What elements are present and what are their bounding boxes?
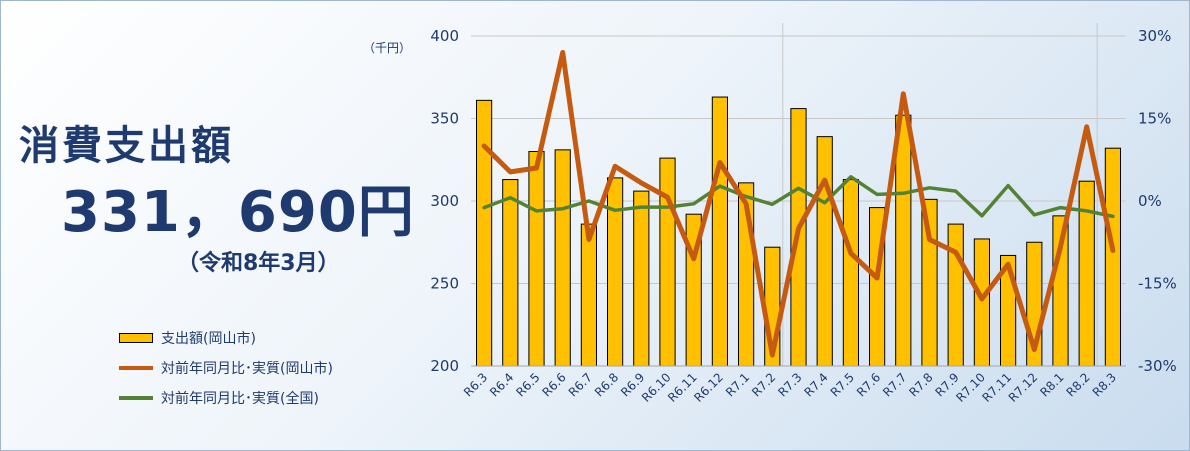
bar-R6.9 bbox=[633, 190, 650, 367]
bar-R6.10 bbox=[659, 157, 676, 367]
legend-swatch-okayama bbox=[119, 366, 153, 370]
legend: 支出額(岡山市) 対前年同月比･実質(岡山市) 対前年同月比･実質(全国) bbox=[119, 323, 333, 413]
legend-item-bars: 支出額(岡山市) bbox=[119, 323, 333, 353]
x-tick-label: R7.6 bbox=[854, 370, 883, 399]
series-line-okayama bbox=[481, 50, 1116, 358]
x-tick-label: R7.3 bbox=[775, 370, 804, 399]
bar-R6.6 bbox=[554, 149, 571, 367]
x-tick-label: R7.2 bbox=[749, 370, 778, 399]
x-tick-label: R8.2 bbox=[1064, 370, 1093, 399]
x-tick-label: R8.3 bbox=[1090, 370, 1119, 399]
y-right-tick-label: -15% bbox=[1138, 275, 1177, 293]
y-right-tick-label: 15% bbox=[1138, 110, 1171, 128]
legend-swatch-bars bbox=[119, 333, 153, 343]
x-tick-label: R7.7 bbox=[880, 370, 909, 399]
bar-R6.12 bbox=[711, 96, 728, 367]
bar-R6.3 bbox=[476, 99, 493, 367]
x-tick-label: R6.5 bbox=[513, 370, 542, 399]
x-tick-label: R6.6 bbox=[540, 370, 569, 399]
bar-R7.4 bbox=[816, 136, 833, 367]
bar-R6.8 bbox=[607, 177, 624, 367]
x-tick-label: R7.10 bbox=[953, 370, 988, 405]
x-tick-label: R7.5 bbox=[828, 370, 857, 399]
bar-R7.7 bbox=[895, 114, 912, 367]
y-left-tick-label: 300 bbox=[430, 192, 459, 210]
bar-R7.10 bbox=[973, 238, 990, 367]
x-tick-label: R6.8 bbox=[592, 370, 621, 399]
legend-item-okayama: 対前年同月比･実質(岡山市) bbox=[119, 353, 333, 383]
bar-R7.9 bbox=[947, 223, 964, 367]
legend-swatch-national bbox=[119, 396, 153, 400]
headline: 消費支出額 bbox=[19, 123, 234, 169]
y-left-tick-label: 200 bbox=[430, 357, 459, 375]
bar-R6.5 bbox=[528, 151, 545, 367]
bar-R7.8 bbox=[921, 198, 938, 367]
legend-label-okayama: 対前年同月比･実質(岡山市) bbox=[161, 361, 333, 377]
y-right-tick-label: -30% bbox=[1138, 357, 1177, 375]
x-tick-label: R7.4 bbox=[802, 370, 831, 399]
legend-label-national: 対前年同月比･実質(全国) bbox=[161, 391, 319, 407]
x-tick-label: R6.11 bbox=[665, 370, 700, 405]
amount-value: 331，690円 bbox=[61, 180, 415, 245]
x-tick-label: R7.11 bbox=[980, 370, 1015, 405]
period-label: （令和8年3月） bbox=[177, 251, 340, 276]
y-right-tick-label: 30% bbox=[1138, 27, 1171, 45]
x-tick-label: R7.8 bbox=[906, 370, 935, 399]
y-left-tick-label: 350 bbox=[430, 110, 459, 128]
legend-item-national: 対前年同月比･実質(全国) bbox=[119, 383, 333, 413]
x-tick-label: R6.12 bbox=[691, 370, 726, 405]
x-tick-label: R8.1 bbox=[1037, 370, 1066, 399]
bar-R7.5 bbox=[842, 179, 859, 367]
x-tick-label: R6.4 bbox=[487, 370, 516, 399]
lines bbox=[481, 50, 1116, 358]
series-line-national bbox=[482, 175, 1115, 219]
y-left-tick-label: 400 bbox=[430, 27, 459, 45]
bar-R6.7 bbox=[580, 223, 597, 367]
y-right-tick-label: 0% bbox=[1138, 192, 1162, 210]
y-left-tick-label: 250 bbox=[430, 275, 459, 293]
x-tick-label: R7.12 bbox=[1006, 370, 1041, 405]
bar-R6.4 bbox=[502, 179, 519, 367]
legend-label-bars: 支出額(岡山市) bbox=[161, 331, 256, 347]
x-tick-label: R6.3 bbox=[461, 370, 490, 399]
bar-R8.3 bbox=[1104, 147, 1121, 367]
y-left-unit-label: （千円） bbox=[363, 41, 411, 55]
x-tick-label: R7.1 bbox=[723, 370, 752, 399]
x-tick-label: R6.7 bbox=[566, 370, 595, 399]
